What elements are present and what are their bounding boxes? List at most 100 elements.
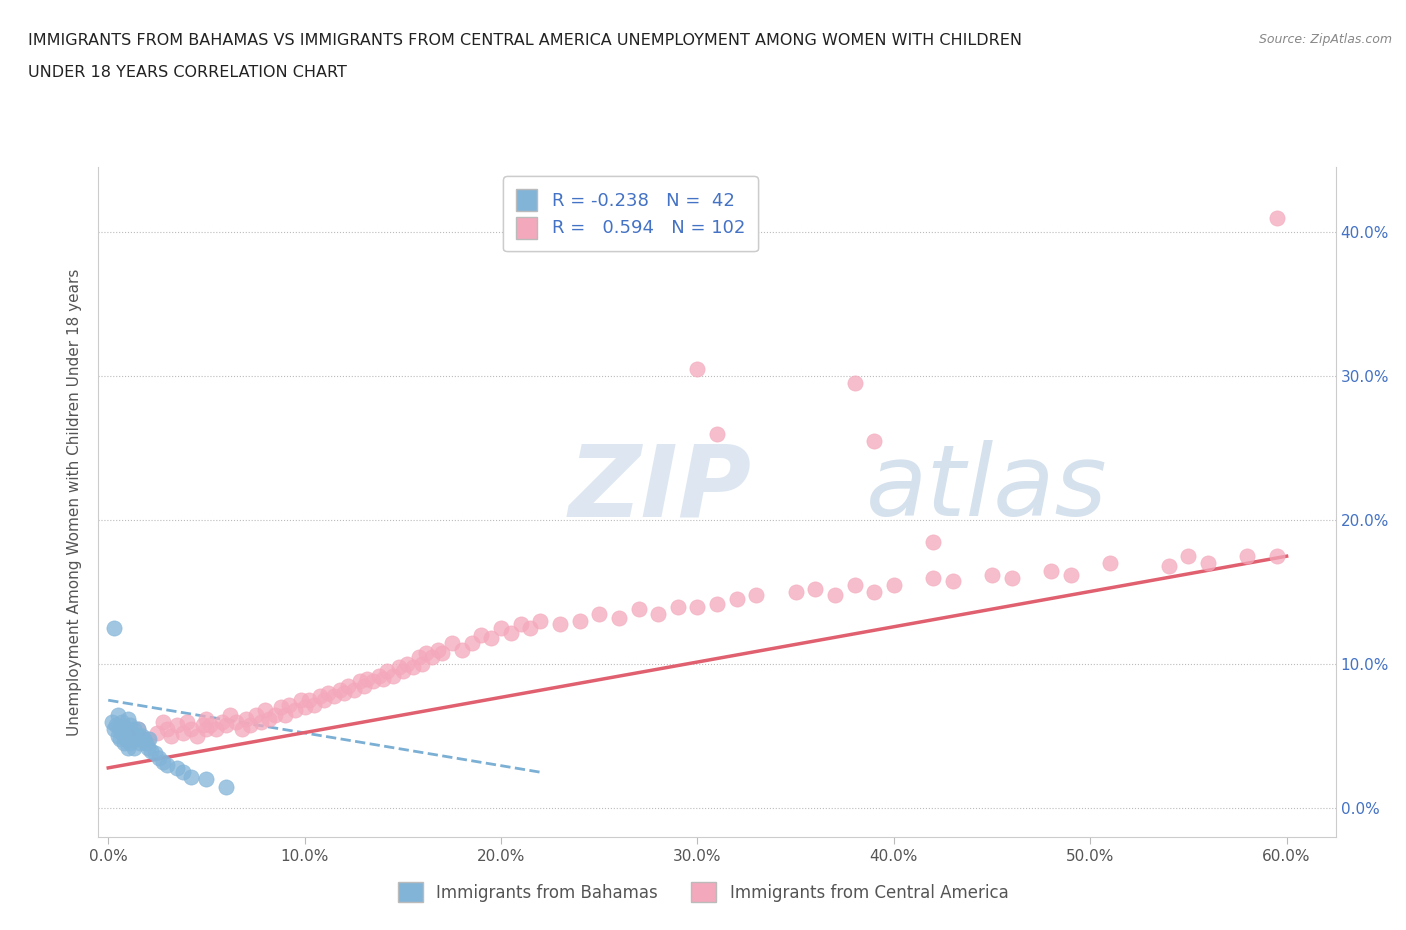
Text: atlas: atlas: [866, 440, 1107, 538]
Point: [235, 711, 257, 726]
Point: [382, 669, 405, 684]
Point: [103, 722, 125, 737]
Point: [122, 722, 145, 737]
Point: [186, 729, 208, 744]
Point: [427, 643, 450, 658]
Point: [117, 740, 139, 755]
Legend: Immigrants from Bahamas, Immigrants from Central America: Immigrants from Bahamas, Immigrants from…: [388, 872, 1018, 912]
Point: [863, 433, 886, 448]
Point: [250, 714, 273, 729]
Point: [420, 649, 443, 664]
Point: [647, 606, 669, 621]
Point: [112, 736, 135, 751]
Point: [117, 711, 139, 726]
Point: [1001, 570, 1024, 585]
Point: [1265, 549, 1288, 564]
Point: [706, 426, 728, 441]
Text: UNDER 18 YEARS CORRELATION CHART: UNDER 18 YEARS CORRELATION CHART: [28, 65, 347, 80]
Point: [804, 582, 827, 597]
Point: [152, 754, 174, 769]
Point: [138, 732, 160, 747]
Point: [1059, 567, 1081, 582]
Point: [215, 717, 238, 732]
Point: [922, 535, 945, 550]
Point: [309, 688, 332, 703]
Point: [141, 743, 163, 758]
Point: [176, 714, 198, 729]
Point: [111, 726, 134, 741]
Point: [245, 707, 267, 722]
Point: [509, 617, 531, 631]
Point: [101, 714, 124, 729]
Point: [277, 698, 299, 712]
Point: [121, 729, 143, 744]
Point: [294, 700, 316, 715]
Point: [115, 722, 138, 737]
Point: [270, 700, 292, 715]
Point: [128, 736, 150, 751]
Point: [118, 717, 141, 732]
Point: [470, 628, 492, 643]
Point: [107, 729, 129, 744]
Point: [356, 671, 378, 686]
Point: [883, 578, 905, 592]
Point: [408, 649, 430, 664]
Point: [172, 764, 194, 779]
Point: [316, 685, 339, 700]
Point: [146, 726, 169, 741]
Point: [440, 635, 463, 650]
Point: [117, 724, 139, 739]
Legend: R = -0.238   N =  42, R =   0.594   N = 102: R = -0.238 N = 42, R = 0.594 N = 102: [503, 177, 758, 251]
Point: [111, 714, 134, 729]
Point: [127, 729, 149, 744]
Point: [108, 732, 131, 747]
Point: [195, 772, 218, 787]
Point: [135, 736, 157, 751]
Point: [349, 674, 371, 689]
Point: [195, 711, 218, 726]
Point: [107, 707, 129, 722]
Point: [329, 683, 352, 698]
Point: [152, 714, 174, 729]
Point: [333, 685, 356, 700]
Point: [450, 643, 472, 658]
Point: [323, 688, 346, 703]
Point: [368, 669, 391, 684]
Point: [343, 683, 366, 698]
Point: [117, 729, 139, 744]
Point: [180, 769, 202, 784]
Text: ZIP: ZIP: [568, 440, 752, 538]
Point: [824, 588, 846, 603]
Point: [136, 740, 159, 755]
Point: [231, 722, 253, 737]
Point: [160, 729, 183, 744]
Point: [353, 678, 375, 693]
Point: [373, 671, 395, 686]
Point: [1098, 556, 1121, 571]
Point: [499, 625, 522, 640]
Point: [529, 614, 551, 629]
Point: [627, 602, 650, 617]
Point: [392, 664, 415, 679]
Point: [108, 722, 131, 737]
Text: Source: ZipAtlas.com: Source: ZipAtlas.com: [1258, 33, 1392, 46]
Point: [145, 746, 167, 761]
Point: [127, 722, 149, 737]
Point: [156, 758, 179, 773]
Point: [863, 585, 886, 600]
Point: [489, 620, 512, 635]
Point: [725, 592, 748, 607]
Point: [121, 726, 143, 741]
Point: [122, 740, 145, 755]
Point: [745, 588, 768, 603]
Point: [844, 578, 866, 592]
Point: [706, 596, 728, 611]
Point: [239, 717, 262, 732]
Point: [548, 617, 571, 631]
Point: [105, 717, 128, 732]
Point: [785, 585, 807, 600]
Point: [254, 703, 277, 718]
Point: [411, 657, 433, 671]
Point: [363, 674, 385, 689]
Point: [844, 376, 866, 391]
